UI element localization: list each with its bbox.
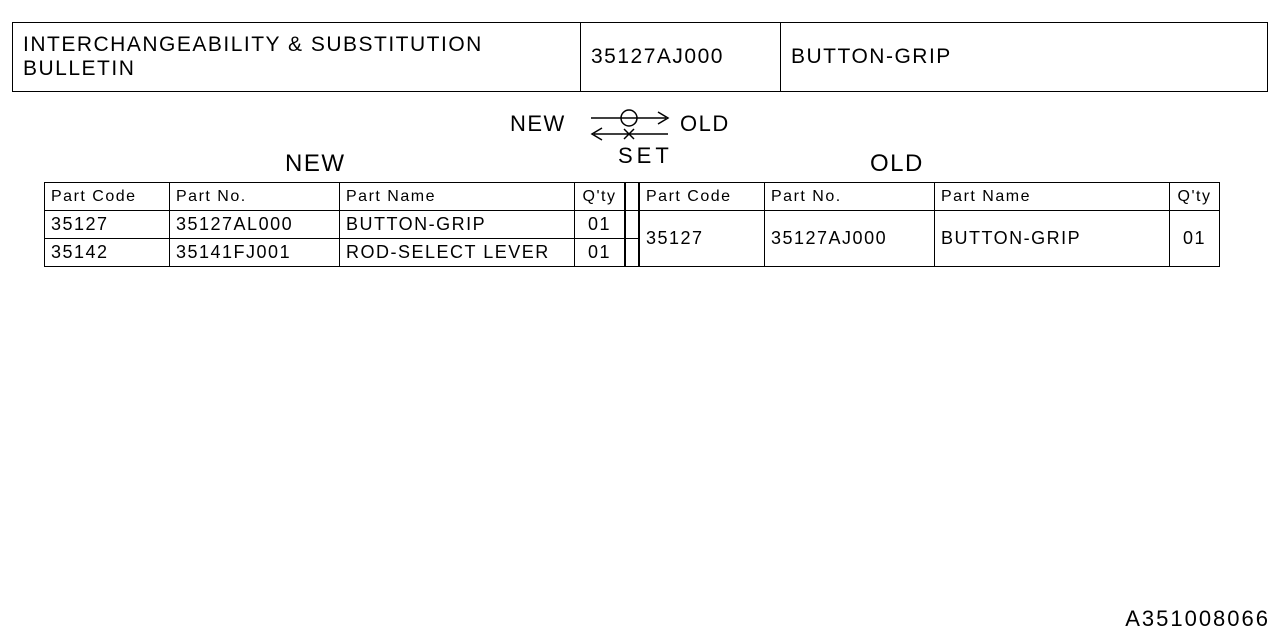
section-old-label: OLD [870, 150, 924, 178]
cell-part-code: 35142 [45, 239, 170, 267]
header-part-name: BUTTON-GRIP [781, 23, 1267, 91]
col-part-no: Part No. [765, 183, 935, 211]
old-parts-table: Part Code Part No. Part Name Q'ty 351273… [639, 182, 1220, 267]
col-part-name: Part Name [935, 183, 1170, 211]
cell-part-code: 35127 [45, 211, 170, 239]
cell-part-code: 35127 [640, 211, 765, 267]
col-part-name: Part Name [340, 183, 575, 211]
table-row: 3512735127AL000BUTTON-GRIP01 [45, 211, 625, 239]
cell-part-no: 35141FJ001 [170, 239, 340, 267]
document-id: A351008066 [1125, 606, 1270, 632]
gap-cell [626, 239, 639, 267]
gap-cell [626, 183, 639, 211]
table-header-row: Part Code Part No. Part Name Q'ty [640, 183, 1220, 211]
cell-part-name: ROD-SELECT LEVER [340, 239, 575, 267]
table-header-row: Part Code Part No. Part Name Q'ty [45, 183, 625, 211]
cell-part-name: BUTTON-GRIP [935, 211, 1170, 267]
table-row: 3514235141FJ001ROD-SELECT LEVER01 [45, 239, 625, 267]
cell-part-name: BUTTON-GRIP [340, 211, 575, 239]
header-title: INTERCHANGEABILITY & SUBSTITUTION BULLET… [13, 23, 581, 91]
interchange-arrows-icon [586, 106, 676, 144]
cell-qty: 01 [1170, 211, 1220, 267]
diagram-new-label: NEW [510, 111, 566, 137]
new-parts-table: Part Code Part No. Part Name Q'ty 351273… [44, 182, 625, 267]
diagram-old-label: OLD [680, 111, 730, 137]
interchange-diagram: NEW OLD SET [510, 103, 750, 158]
col-part-no: Part No. [170, 183, 340, 211]
parts-tables: Part Code Part No. Part Name Q'ty 351273… [44, 182, 1220, 267]
col-qty: Q'ty [1170, 183, 1220, 211]
bulletin-header: INTERCHANGEABILITY & SUBSTITUTION BULLET… [12, 22, 1268, 92]
cell-part-no: 35127AJ000 [765, 211, 935, 267]
header-part-no: 35127AJ000 [581, 23, 781, 91]
cell-part-no: 35127AL000 [170, 211, 340, 239]
gap-table [625, 182, 639, 267]
table-row: 3512735127AJ000BUTTON-GRIP01 [640, 211, 1220, 267]
col-part-code: Part Code [640, 183, 765, 211]
gap-cell [626, 211, 639, 239]
diagram-set-label: SET [618, 143, 673, 169]
cell-qty: 01 [575, 211, 625, 239]
col-part-code: Part Code [45, 183, 170, 211]
col-qty: Q'ty [575, 183, 625, 211]
section-new-label: NEW [285, 150, 346, 178]
cell-qty: 01 [575, 239, 625, 267]
